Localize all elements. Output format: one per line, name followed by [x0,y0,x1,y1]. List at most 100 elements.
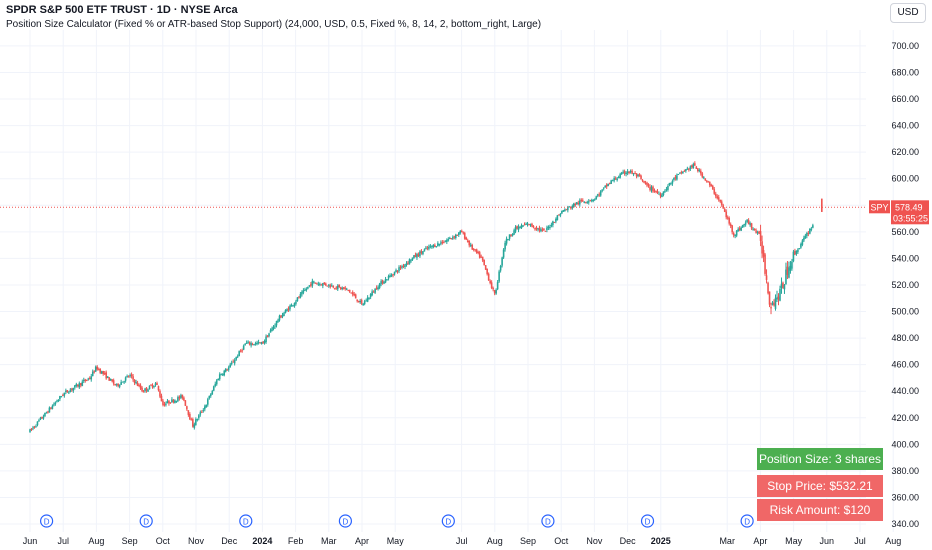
candle-body [750,223,753,229]
candle-body [387,276,390,279]
candle-body [106,376,109,378]
candle-body [764,254,766,274]
candle-body [596,194,599,196]
y-tick-label: 700.00 [891,41,919,51]
candle-body [559,213,562,216]
candle-body [465,237,468,240]
candle-body [333,288,336,290]
candle-body [753,228,756,230]
candle-body [123,381,125,383]
dividend-marker [740,514,754,528]
candle-body [762,250,765,257]
candle-body [168,400,170,404]
candle-body [755,230,757,233]
y-tick-label: 600.00 [891,174,919,184]
candle-body [490,282,493,289]
candle-body [493,290,496,294]
candle-body [608,182,611,184]
candle-body [719,199,722,202]
indicator-label[interactable]: Position Size Calculator (Fixed % or ATR… [6,19,542,30]
candle-body [788,267,790,278]
x-tick-label: 2024 [252,536,272,546]
candle-body [437,243,439,247]
candle-body [516,226,518,229]
candle-body [329,285,332,287]
candle-body [323,282,326,285]
candle-body [541,229,544,231]
candle-body [519,227,521,229]
candle-body [226,369,229,371]
candle-body [103,373,106,375]
candle-body [60,396,63,398]
candle-body [30,428,33,430]
candle-body [47,411,49,413]
candle-body [513,230,515,235]
candle-body [589,200,592,202]
candle-body [356,299,358,302]
price-tag-countdown: 03:55:25 [893,213,928,223]
candle-body [667,185,669,190]
candle-body [729,224,732,226]
candle-body [443,242,445,244]
candle-body [77,384,79,387]
candle-body [586,201,589,203]
candle-body [248,342,251,345]
candle-body [791,261,793,269]
candle-body [510,234,512,236]
x-tick-label: May [785,536,803,546]
candle-body [78,383,81,388]
candle-body [468,240,471,246]
candle-body [275,321,278,326]
candle-body [84,379,87,381]
candle-body [235,357,237,360]
candle-body [172,400,175,403]
x-tick-label: Dec [221,536,238,546]
candle-body [118,384,121,387]
candle-body [254,342,257,345]
candle-body [689,166,692,170]
candle-body [747,219,750,225]
candle-body [610,180,612,184]
candle-body [602,187,605,189]
candle-body [674,176,677,179]
candle-body [209,394,212,397]
candle-body [175,400,178,402]
candle-body [717,197,720,200]
candle-body [108,377,110,381]
candle-body [314,282,317,284]
candle-body [688,168,690,170]
candle-body [534,228,536,230]
candle-body [558,214,560,216]
candle-body [716,196,719,199]
candle-body [362,304,364,306]
x-tick-label: Jul [456,536,468,546]
x-tick-label: Jun [23,536,38,546]
x-tick-label: Apr [355,536,369,546]
candle-body [643,180,645,183]
candle-body [154,383,157,385]
candle-body [679,172,681,174]
candle-body [247,341,249,343]
candle-body [211,391,214,395]
candle-body [274,325,276,327]
candle-body [656,191,659,193]
candle-body [438,243,441,245]
candle-body [311,280,314,286]
candle-body [576,202,578,205]
candle-body [422,251,424,255]
candle-body [765,275,768,280]
last-candle-body [821,198,823,212]
candle-body [295,301,297,304]
currency-button[interactable]: USD [890,3,926,23]
candle-body [622,171,624,173]
gridlines [0,30,894,532]
candle-body [726,217,729,219]
candle-body [178,396,181,399]
candle-body [114,383,116,386]
candle-body [201,411,203,413]
candle-body [670,182,672,184]
candle-body [380,281,382,284]
x-tick-label: Jul [57,536,69,546]
dividend-marker-label: D [44,518,50,527]
